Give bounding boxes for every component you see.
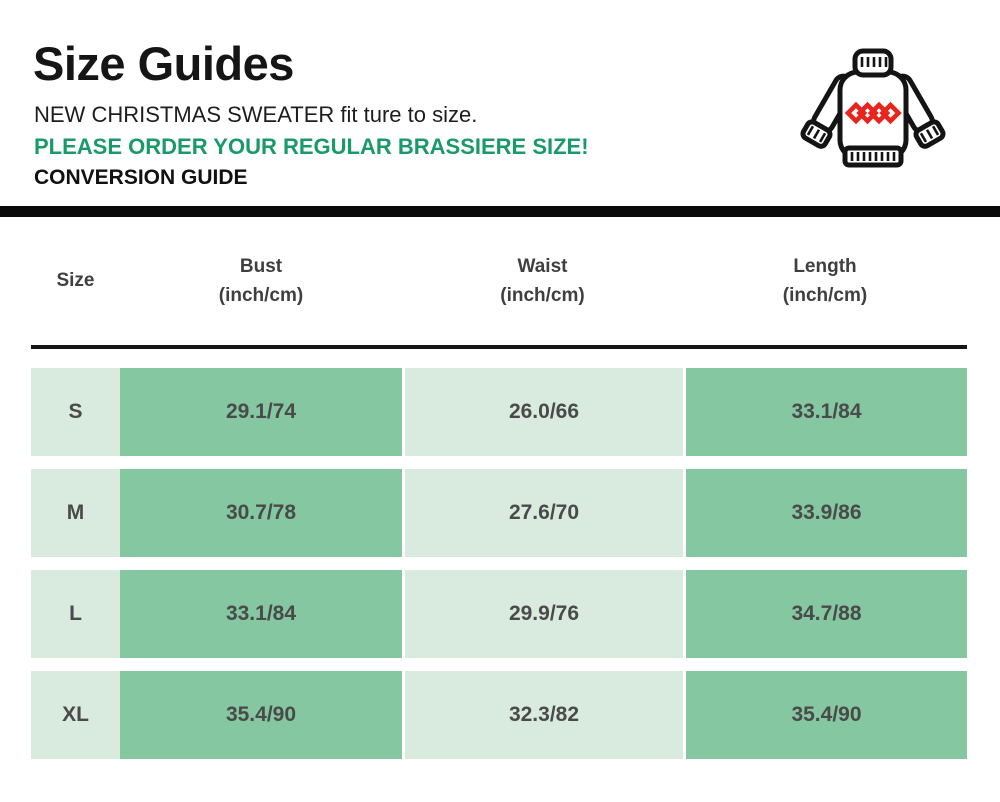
table-row-s: S 29.1/74 26.0/66 33.1/84 [31,368,967,456]
bust-cell: 29.1/74 [120,368,402,456]
column-header-waist-label: Waist [517,255,568,277]
column-header-length: Length (inch/cm) [683,252,967,311]
waist-cell: 29.9/76 [402,570,683,658]
table-row-xl: XL 35.4/90 32.3/82 35.4/90 [31,671,967,759]
conversion-guide-label: CONVERSION GUIDE [34,166,248,189]
column-header-waist-unit: (inch/cm) [500,285,585,306]
length-cell: 33.1/84 [683,368,967,456]
column-header-bust: Bust (inch/cm) [120,252,402,311]
top-divider-bar [0,206,1000,217]
table-row-m: M 30.7/78 27.6/70 33.9/86 [31,469,967,557]
header-underline [31,345,967,349]
length-cell: 35.4/90 [683,671,967,759]
fit-subtitle: NEW CHRISTMAS SWEATER fit ture to size. [34,102,478,127]
size-cell: L [31,570,120,658]
table-row-l: L 33.1/84 29.9/76 34.7/88 [31,570,967,658]
waist-cell: 26.0/66 [402,368,683,456]
size-table: S 29.1/74 26.0/66 33.1/84 M 30.7/78 27.6… [31,368,967,772]
length-cell: 33.9/86 [683,469,967,557]
column-header-size-label: Size [56,270,95,292]
sweater-icon [800,48,946,168]
waist-cell: 32.3/82 [402,671,683,759]
bust-cell: 35.4/90 [120,671,402,759]
order-notice: PLEASE ORDER YOUR REGULAR BRASSIERE SIZE… [34,134,589,159]
length-cell: 34.7/88 [683,570,967,658]
column-header-size: Size [31,266,120,295]
column-header-length-unit: (inch/cm) [782,285,868,306]
table-header-row: Size Bust (inch/cm) Waist (inch/cm) Leng… [31,217,967,345]
size-cell: XL [31,671,120,759]
column-header-waist: Waist (inch/cm) [402,252,683,311]
column-header-bust-label: Bust [239,255,283,277]
column-header-length-label: Length [793,255,857,277]
size-cell: S [31,368,120,456]
bust-cell: 30.7/78 [120,469,402,557]
waist-cell: 27.6/70 [402,469,683,557]
column-header-bust-unit: (inch/cm) [218,285,304,306]
page-title: Size Guides [33,37,294,90]
size-cell: M [31,469,120,557]
bust-cell: 33.1/84 [120,570,402,658]
